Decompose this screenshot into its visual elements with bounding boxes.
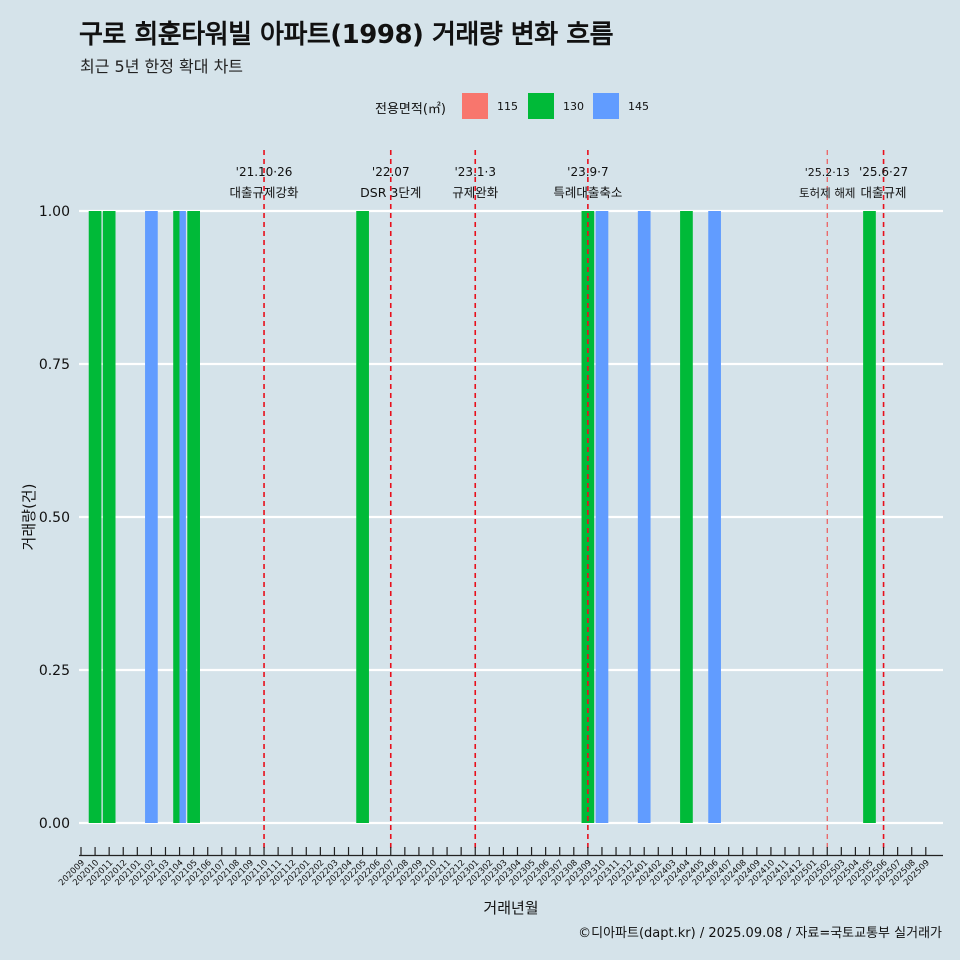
event-date-label: '22.07	[372, 165, 410, 179]
y-tick-label: 0.25	[39, 663, 70, 679]
y-tick-label: 0.75	[39, 357, 70, 373]
bar-130-202404	[680, 211, 693, 823]
y-tick-label: 0.50	[39, 510, 70, 526]
event-name-label: 대출규제강화	[230, 185, 300, 200]
bar-130-202011	[102, 211, 116, 823]
x-axis: 2020092020102020112020122021012021022021…	[57, 847, 943, 888]
legend-label-130: 130	[563, 100, 584, 113]
y-tick-label: 1.00	[39, 204, 70, 220]
x-axis-label: 거래년월	[483, 899, 538, 917]
event-name-label: DSR 3단계	[360, 185, 421, 200]
bar-130-202105	[187, 211, 200, 823]
event-name-label: 토허제 해제	[799, 186, 856, 200]
event-date-label: '25.6·27	[859, 165, 908, 179]
y-tick-label: 0.00	[39, 816, 70, 832]
chart-subtitle: 최근 5년 한정 확대 차트	[80, 57, 244, 76]
bar-145-202310	[595, 211, 609, 823]
bar-145-202104	[179, 211, 186, 823]
legend: 전용면적(㎡) 115 130 145	[0, 92, 960, 122]
source-caption: ©디아파트(dapt.kr) / 2025.09.08 / 자료=국토교통부 실…	[578, 926, 942, 941]
bar-130-202010	[88, 211, 102, 823]
y-axis: 0.00 0.25 0.50 0.75 1.00	[39, 204, 70, 832]
bars	[88, 211, 876, 823]
y-axis-label: 거래량(건)	[20, 484, 38, 551]
grid-lines	[79, 209, 943, 825]
event-date-label: '25.2·13	[805, 166, 850, 179]
bar-145-202102	[145, 211, 158, 823]
legend-label-145: 145	[628, 100, 649, 113]
bar-130-202205	[356, 211, 369, 823]
event-date-label: '21.10·26	[236, 165, 293, 179]
event-date-label: '23.1·3	[455, 165, 496, 179]
bar-130-202505	[863, 211, 876, 823]
event-annotations: '21.10·26 대출규제강화 '22.07 DSR 3단계 '23.1·3 규제완화 '…	[230, 165, 909, 200]
event-name-label: 규제완화	[452, 185, 499, 200]
legend-title: 전용면적(㎡)	[375, 102, 446, 117]
legend-key-145	[593, 93, 619, 119]
event-date-label: '23.9·7	[567, 165, 608, 179]
bar-145-202406	[708, 211, 721, 823]
bar-130-202309	[581, 211, 595, 823]
legend-key-130	[528, 93, 554, 119]
legend-label-115: 115	[497, 100, 518, 113]
bar-130-202104	[173, 211, 180, 823]
bar-145-202401	[637, 211, 651, 823]
chart-title: 구로 희훈타워빌 아파트(1998) 거래량 변화 흐름	[79, 20, 614, 50]
legend-key-115	[462, 93, 488, 119]
event-name-label: 특례대출축소	[553, 185, 622, 200]
event-name-label: 대출규제	[861, 185, 907, 200]
